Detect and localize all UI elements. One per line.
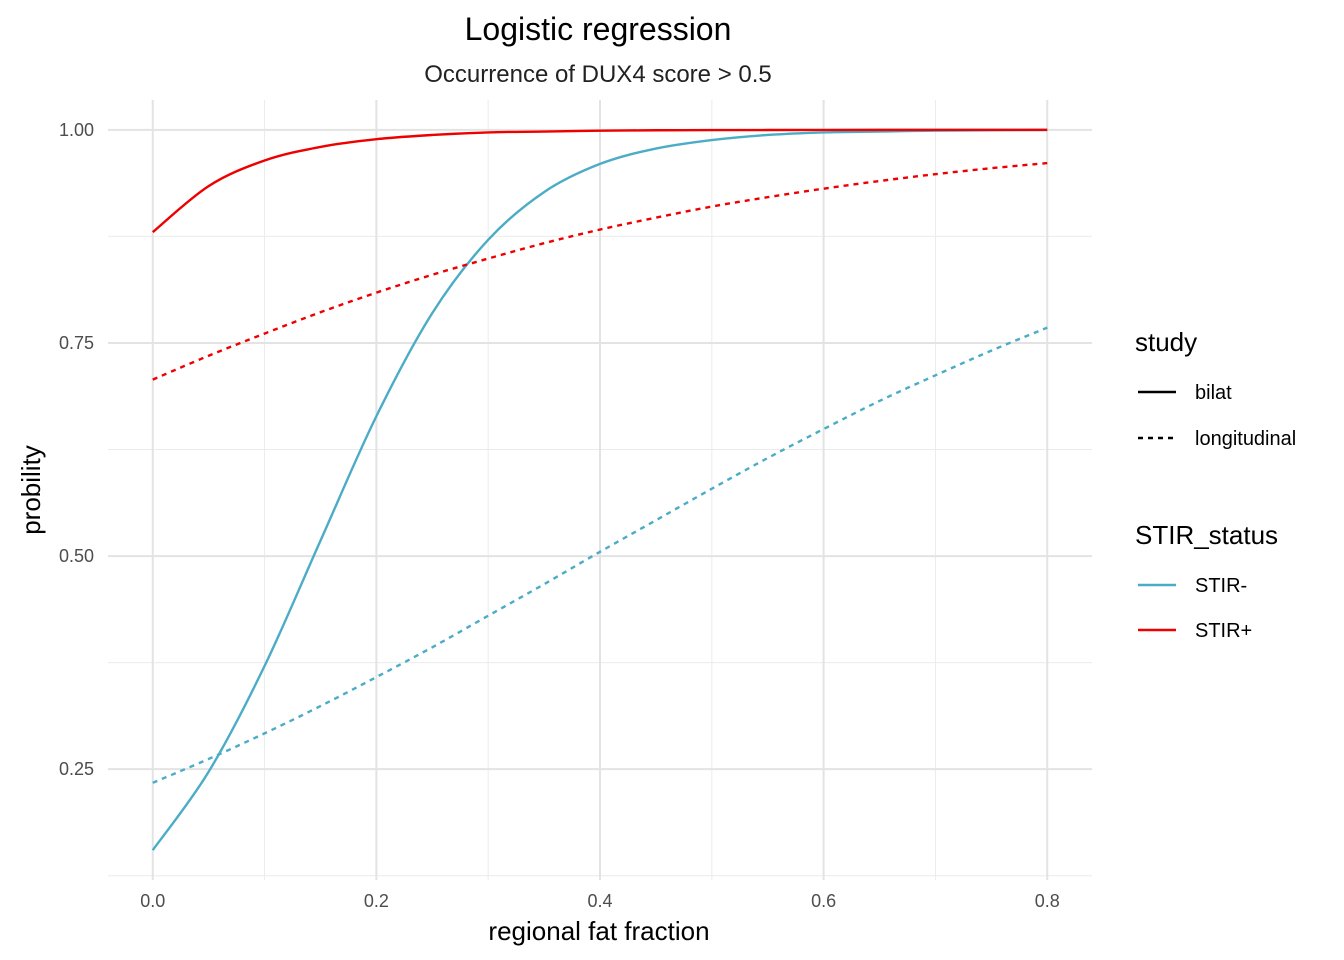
y-tick-label: 0.50 (59, 546, 94, 566)
x-tick-label: 0.6 (811, 891, 836, 911)
x-axis-title: regional fat fraction (488, 916, 709, 946)
legend-label-stir-plus: STIR+ (1195, 620, 1252, 642)
x-tick-label: 0.0 (140, 891, 165, 911)
series-line-longitudinal-stir-minus (152, 326, 1048, 784)
legend-stir-status: STIR_status STIR- STIR+ (1135, 520, 1278, 642)
chart-subtitle: Occurrence of DUX4 score > 0.5 (424, 61, 771, 88)
y-tick-label: 1.00 (59, 120, 94, 140)
x-tick-label: 0.2 (364, 891, 389, 911)
series-line-longitudinal-stir-plus (152, 161, 1048, 381)
y-tick-label: 0.25 (59, 759, 94, 779)
series-lines (151, 128, 1048, 851)
y-tick-label: 0.75 (59, 333, 94, 353)
y-axis-title: probility (16, 445, 46, 535)
tick-labels: 0.0 0.2 0.4 0.6 0.8 0.25 0.50 0.75 1.00 (59, 120, 1060, 911)
legend-stir-title: STIR_status (1135, 520, 1278, 550)
legend-label-longitudinal: longitudinal (1195, 428, 1296, 450)
series-line-bilat-stir-minus (151, 128, 1048, 851)
x-tick-label: 0.8 (1035, 891, 1060, 911)
legend-label-bilat: bilat (1195, 382, 1232, 404)
grid-lines (108, 100, 1092, 880)
legend-label-stir-minus: STIR- (1195, 575, 1247, 597)
legend-study: study bilat longitudinal (1135, 327, 1296, 450)
legend-study-title: study (1135, 327, 1197, 357)
series-line-bilat-stir-plus (151, 128, 1048, 234)
x-tick-label: 0.4 (587, 891, 612, 911)
chart-title: Logistic regression (465, 11, 732, 47)
